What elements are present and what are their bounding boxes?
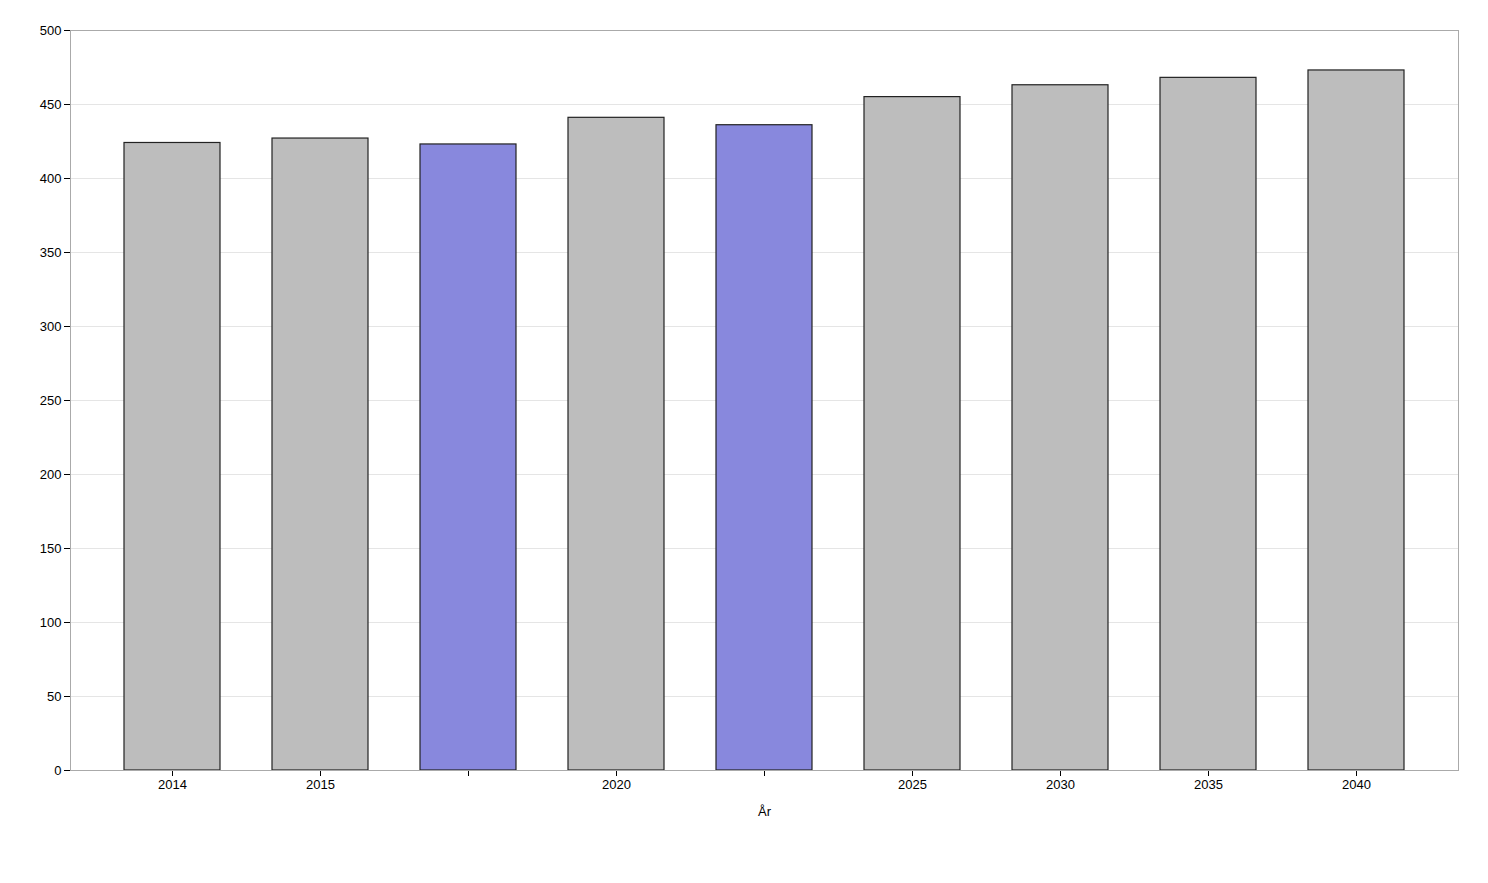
svg-text:250: 250 <box>40 393 62 408</box>
svg-text:400: 400 <box>40 171 62 186</box>
svg-text:2040: 2040 <box>1342 777 1371 792</box>
svg-text:2035: 2035 <box>1194 777 1223 792</box>
svg-text:2014: 2014 <box>158 777 187 792</box>
svg-text:100: 100 <box>40 615 62 630</box>
svg-text:150: 150 <box>40 541 62 556</box>
svg-text:0: 0 <box>54 763 61 778</box>
svg-text:450: 450 <box>40 97 62 112</box>
svg-text:200: 200 <box>40 467 62 482</box>
svg-text:2020: 2020 <box>602 777 631 792</box>
svg-text:500: 500 <box>40 23 62 38</box>
svg-text:2030: 2030 <box>1046 777 1075 792</box>
svg-text:300: 300 <box>40 319 62 334</box>
svg-text:350: 350 <box>40 245 62 260</box>
svg-text:2015: 2015 <box>306 777 335 792</box>
svg-text:2025: 2025 <box>898 777 927 792</box>
svg-text:50: 50 <box>47 689 61 704</box>
svg-text:År: År <box>758 804 772 819</box>
